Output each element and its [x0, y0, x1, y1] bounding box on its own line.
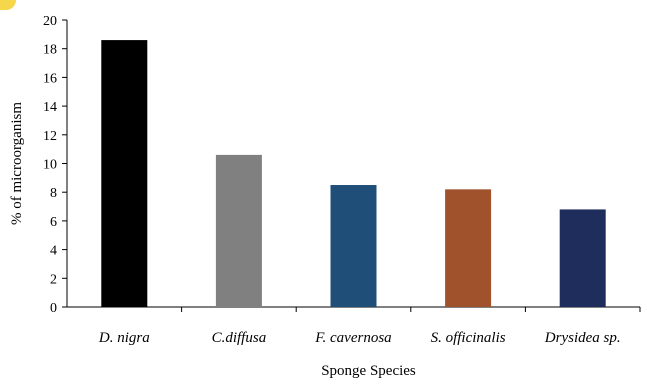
y-tick-label: 20 [43, 14, 57, 29]
y-tick-label: 2 [50, 272, 57, 287]
corner-accent [0, 0, 16, 10]
y-tick-label: 12 [43, 129, 57, 144]
x-category-label: S. officinalis [431, 330, 506, 346]
bar-drysidea-sp [559, 209, 606, 307]
x-category-label: D. nigra [98, 330, 150, 346]
x-category-label: Drysidea sp. [544, 330, 621, 346]
x-category-label: C.diffusa [212, 330, 267, 346]
y-axis-title: % of microorganism [9, 102, 25, 225]
bar-c-diffusa [215, 154, 262, 307]
bar-f-cavernosa [330, 185, 377, 307]
y-axis-ticks: 0 2 4 6 8 10 12 14 16 18 20 [43, 14, 67, 316]
bar-d-nigra [101, 40, 148, 308]
y-tick-label: 0 [50, 301, 57, 316]
y-tick-label: 6 [50, 215, 57, 230]
y-tick-label: 14 [43, 100, 57, 115]
x-axis-title: Sponge Species [321, 363, 416, 379]
x-category-label: F. cavernosa [314, 330, 391, 346]
bar-s-officinalis [445, 189, 492, 307]
y-tick-label: 18 [43, 43, 57, 58]
bars [101, 40, 606, 308]
x-axis-labels: D. nigra C.diffusa F. cavernosa S. officina… [98, 307, 641, 346]
y-tick-label: 4 [50, 244, 57, 259]
y-tick-label: 8 [50, 186, 57, 201]
y-tick-label: 16 [43, 71, 57, 86]
y-tick-label: 10 [43, 158, 57, 173]
